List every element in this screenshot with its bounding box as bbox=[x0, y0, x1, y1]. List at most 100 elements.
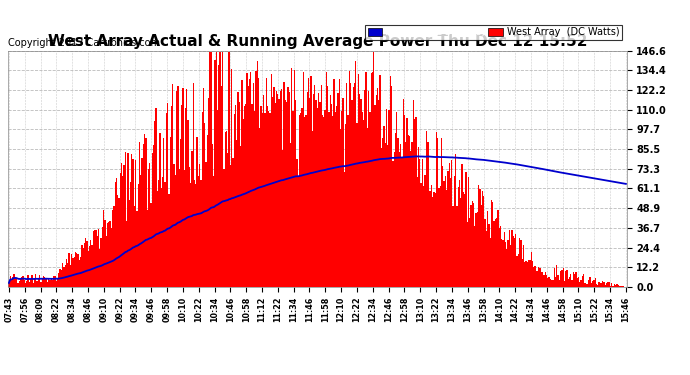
Bar bbox=[126, 221, 128, 287]
Bar bbox=[300, 113, 302, 287]
Bar bbox=[515, 234, 516, 287]
Bar bbox=[76, 253, 77, 287]
Bar bbox=[66, 259, 67, 287]
Bar bbox=[77, 254, 79, 287]
Bar bbox=[433, 192, 435, 287]
Bar bbox=[555, 277, 556, 287]
Bar bbox=[460, 198, 462, 287]
Bar bbox=[565, 270, 566, 287]
Bar bbox=[278, 99, 279, 287]
Bar bbox=[551, 280, 552, 287]
Bar bbox=[589, 277, 591, 287]
Bar bbox=[601, 284, 602, 287]
Bar bbox=[556, 265, 558, 287]
Bar bbox=[432, 197, 433, 287]
Bar bbox=[309, 98, 310, 287]
Bar bbox=[382, 138, 384, 287]
Bar bbox=[558, 275, 559, 287]
Bar bbox=[279, 90, 281, 287]
Bar bbox=[12, 277, 13, 287]
Bar bbox=[108, 222, 110, 287]
Bar bbox=[260, 106, 262, 287]
Bar bbox=[393, 152, 395, 287]
Bar bbox=[44, 277, 46, 287]
Bar bbox=[455, 154, 456, 287]
Bar bbox=[52, 280, 53, 287]
Bar bbox=[400, 144, 402, 287]
Bar bbox=[528, 260, 529, 287]
Bar bbox=[345, 124, 346, 287]
Bar bbox=[371, 73, 372, 287]
Bar bbox=[294, 70, 295, 287]
Bar bbox=[466, 222, 468, 287]
Bar bbox=[25, 283, 26, 287]
Bar bbox=[330, 95, 331, 287]
Bar bbox=[115, 182, 116, 287]
Bar bbox=[222, 52, 224, 287]
Bar bbox=[451, 160, 453, 287]
Bar bbox=[344, 171, 345, 287]
Bar bbox=[288, 92, 290, 287]
Bar bbox=[225, 132, 226, 287]
Bar bbox=[422, 159, 423, 287]
Bar bbox=[577, 278, 578, 287]
Bar bbox=[308, 78, 309, 287]
Bar bbox=[197, 137, 198, 287]
Bar bbox=[170, 137, 171, 287]
Bar bbox=[95, 231, 97, 287]
Bar bbox=[324, 110, 326, 287]
Bar bbox=[535, 271, 537, 287]
Bar bbox=[597, 285, 598, 287]
Bar bbox=[402, 99, 404, 287]
Bar bbox=[245, 104, 246, 287]
Bar bbox=[525, 261, 526, 287]
Bar bbox=[55, 276, 56, 287]
Bar bbox=[568, 279, 569, 287]
Bar bbox=[346, 83, 348, 287]
Bar bbox=[431, 185, 432, 287]
Bar bbox=[615, 285, 616, 287]
Bar bbox=[533, 267, 534, 287]
Bar bbox=[49, 280, 50, 287]
Bar bbox=[302, 108, 303, 287]
Bar bbox=[246, 73, 248, 287]
Bar bbox=[313, 94, 314, 287]
Bar bbox=[351, 100, 353, 287]
Bar bbox=[248, 86, 249, 287]
Bar bbox=[48, 279, 49, 287]
Bar bbox=[72, 258, 74, 287]
Bar bbox=[547, 278, 549, 287]
Bar bbox=[253, 83, 254, 287]
Bar bbox=[186, 89, 188, 287]
Bar bbox=[502, 240, 504, 287]
Bar bbox=[350, 83, 351, 287]
Bar bbox=[190, 183, 191, 287]
Bar bbox=[134, 206, 135, 287]
Bar bbox=[484, 219, 486, 287]
Bar bbox=[305, 116, 306, 287]
Bar bbox=[410, 151, 411, 287]
Bar bbox=[326, 72, 327, 287]
Bar bbox=[450, 178, 451, 287]
Bar bbox=[195, 184, 197, 287]
Bar bbox=[268, 111, 269, 287]
Bar bbox=[117, 195, 119, 287]
Bar bbox=[456, 206, 457, 287]
Bar bbox=[464, 194, 465, 287]
Bar bbox=[429, 190, 431, 287]
Bar bbox=[348, 71, 350, 287]
Bar bbox=[473, 203, 474, 287]
Bar bbox=[135, 160, 137, 287]
Bar bbox=[130, 182, 131, 287]
Bar bbox=[281, 89, 282, 287]
Bar bbox=[154, 121, 155, 287]
Bar bbox=[270, 74, 272, 287]
Bar bbox=[436, 132, 437, 287]
Bar bbox=[478, 185, 480, 287]
Bar bbox=[602, 281, 604, 287]
Bar bbox=[103, 210, 104, 287]
Bar bbox=[510, 245, 511, 287]
Bar bbox=[173, 164, 175, 287]
Bar bbox=[146, 210, 148, 287]
Bar bbox=[442, 166, 444, 287]
